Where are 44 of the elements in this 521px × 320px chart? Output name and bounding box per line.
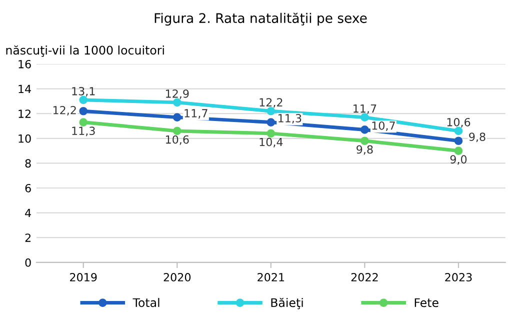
- x-tick-label: 2019: [70, 273, 97, 282]
- x-tick-label: 2021: [258, 273, 284, 282]
- y-axis-title: născuţi-vii la 1000 locuitori: [6, 45, 164, 57]
- data-label: 13,1: [72, 86, 95, 97]
- y-tick-label: 10: [18, 134, 31, 143]
- legend-label: Fete: [414, 298, 438, 308]
- point: [266, 129, 276, 138]
- data-label: 11,3: [278, 114, 302, 124]
- y-tick-label: 2: [25, 234, 30, 242]
- point: [360, 126, 369, 134]
- data-label: 12,2: [260, 98, 282, 108]
- point: [454, 146, 463, 155]
- point: [172, 126, 182, 136]
- data-label: 10,6: [447, 118, 470, 128]
- y-tick-label: 16: [18, 60, 31, 68]
- point: [360, 136, 369, 146]
- point: [79, 106, 88, 116]
- legend-label: Băieţi: [271, 298, 303, 310]
- point: [79, 118, 88, 126]
- data-label: 11,3: [72, 126, 95, 136]
- x-tick-label: 2020: [164, 273, 191, 282]
- data-label: 11,7: [354, 104, 376, 114]
- data-label: 12,2: [53, 106, 76, 116]
- data-label: 9,0: [450, 155, 467, 165]
- y-tick-label: 0: [25, 258, 31, 267]
- y-tick-label: 14: [18, 84, 31, 94]
- point: [172, 113, 182, 122]
- y-tick-label: 6: [25, 184, 31, 192]
- data-label: 10,7: [372, 121, 395, 131]
- y-tick-label: 8: [25, 159, 31, 168]
- y-tick-label: 12: [18, 110, 30, 118]
- y-tick-label: 4: [25, 208, 31, 218]
- legend-label: Total: [132, 298, 160, 308]
- point: [454, 136, 463, 146]
- data-label: 10,6: [166, 135, 189, 145]
- data-label: 11,7: [184, 109, 208, 119]
- data-label: 9,8: [469, 132, 486, 142]
- x-tick-label: 2023: [445, 273, 472, 282]
- chart-title: Figura 2. Rata natalităţii pe sexe: [154, 12, 367, 26]
- data-label: 10,4: [260, 138, 283, 148]
- data-label: 9,8: [356, 145, 373, 155]
- data-label: 12,9: [166, 89, 189, 99]
- point: [266, 118, 276, 126]
- x-tick-label: 2022: [351, 273, 378, 282]
